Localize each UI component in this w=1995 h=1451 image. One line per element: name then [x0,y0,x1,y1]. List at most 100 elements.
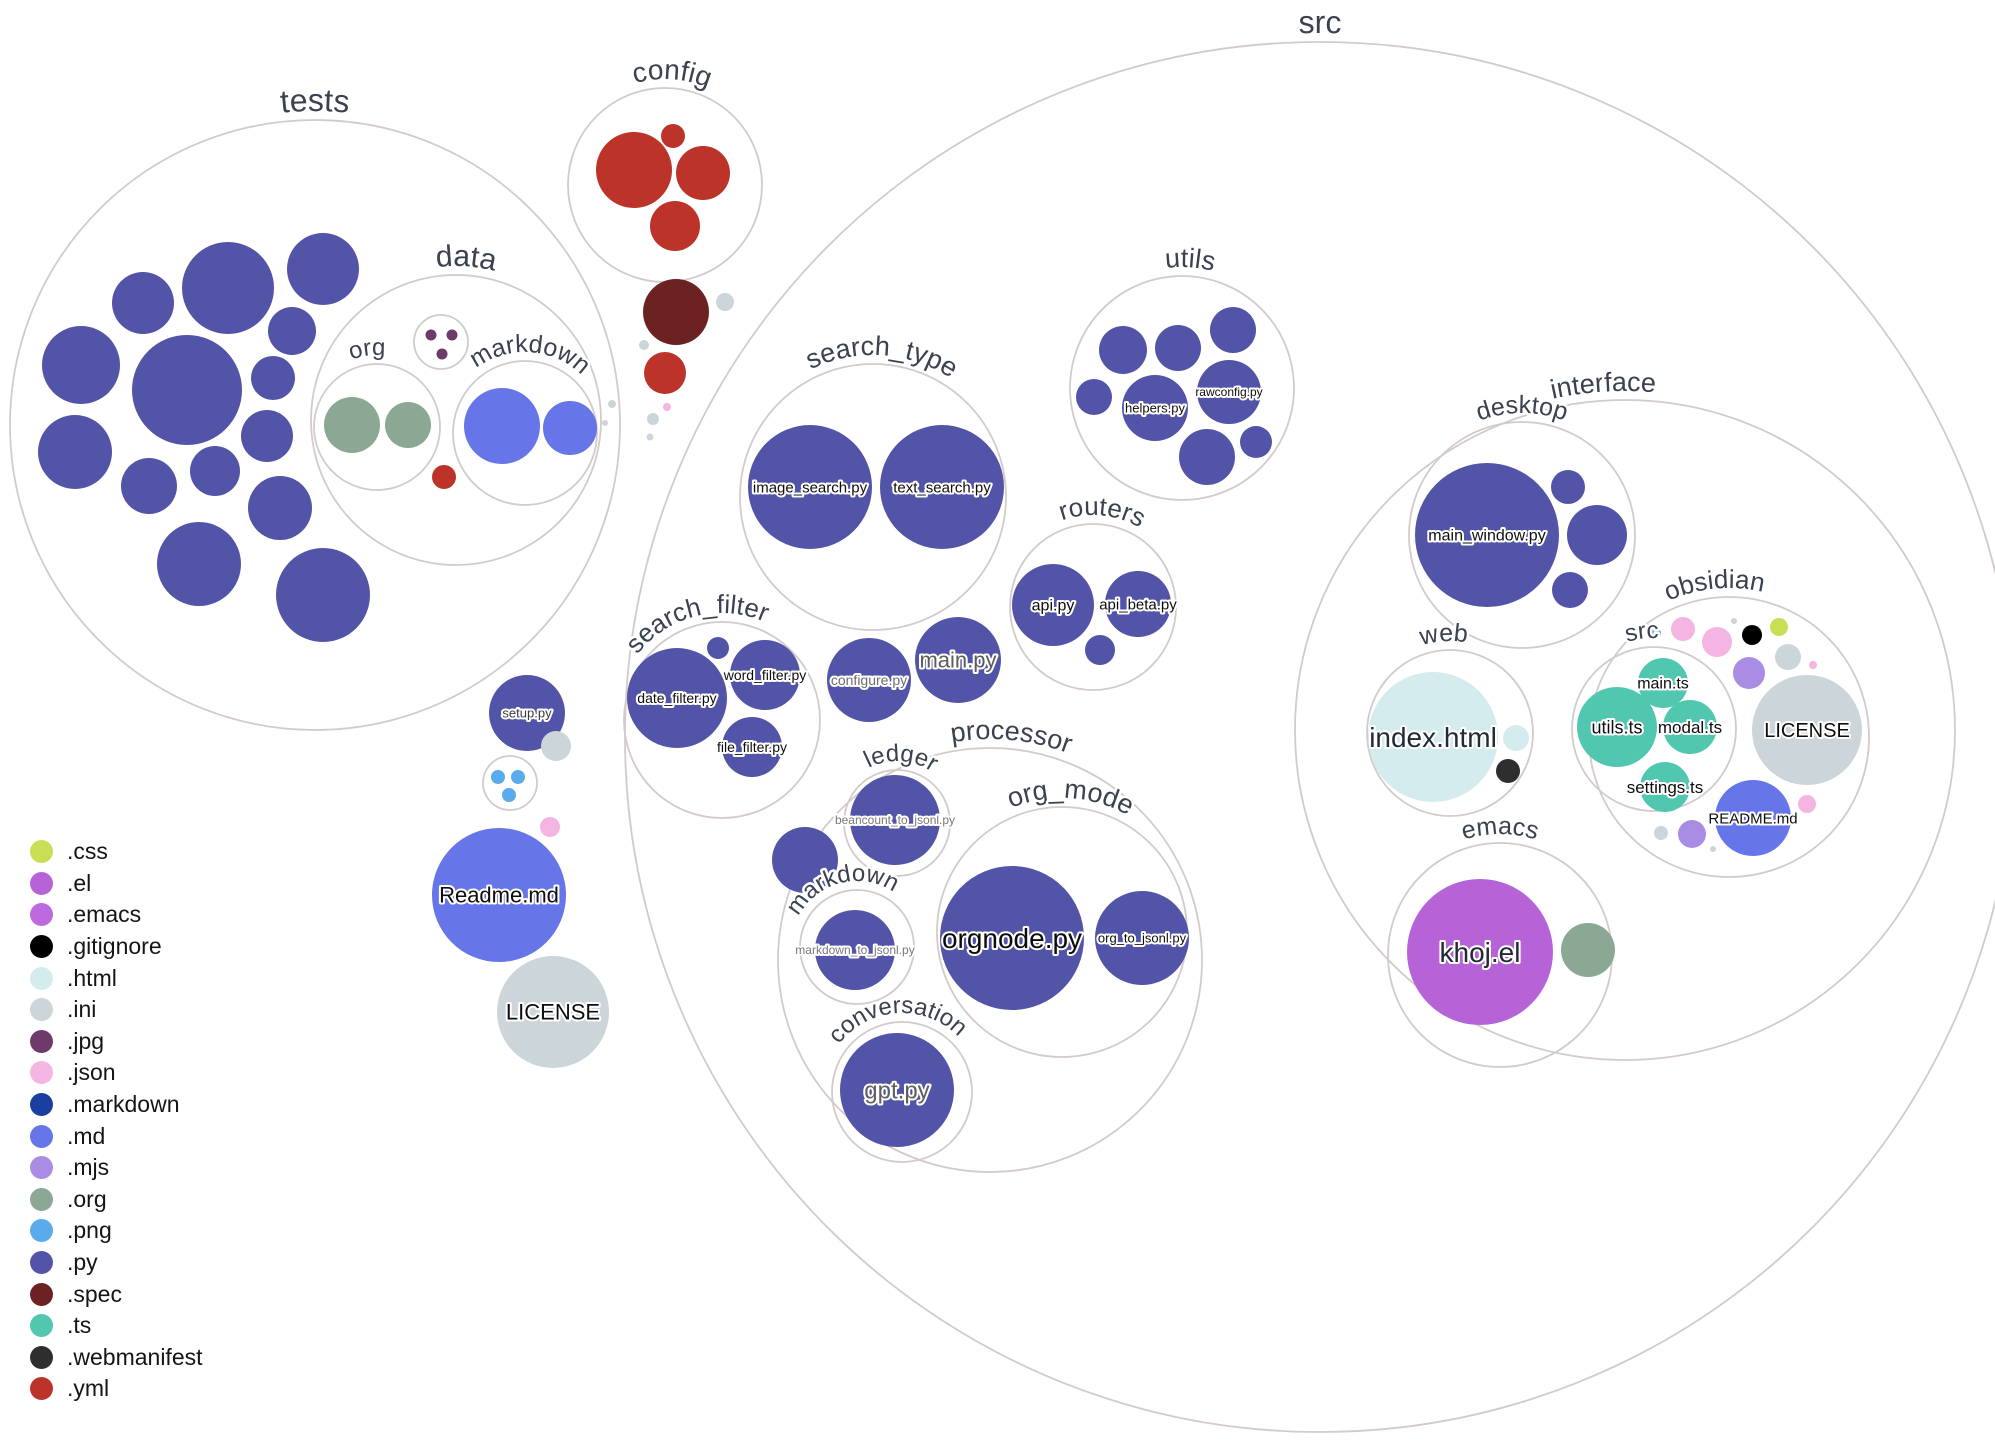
file-circle-root-png-1 [491,770,505,784]
folder-circle-processor-markdown [799,889,915,1005]
folder-label-ledger: ledger [860,740,943,777]
file-circle-root-yml [644,352,686,394]
folder-label-tests: tests [279,82,352,120]
file-label-rawconfig-py: rawconfig.py [1195,385,1262,399]
legend-item-emacs: .emacs [30,899,203,931]
file-circle-modal-ts [1663,700,1717,754]
file-circle-license-root [497,956,609,1068]
legend-swatch-md-icon [30,1124,53,1148]
folder-circles-layer [9,41,1995,1433]
folder-label-data: data [435,240,500,278]
legend-label-emacs: .emacs [67,901,142,928]
folder-label-text-tests: tests [276,79,354,122]
file-circle-utils-py-4 [1076,379,1112,415]
file-label-file-filter-py: file_filter.py [717,739,787,755]
file-circle-tests-py-7 [251,356,295,400]
folder-label-text-data: data [432,237,502,280]
file-circle-main-window-py [1415,463,1559,607]
legend-swatch-yml-icon [30,1377,53,1401]
folder-label-text-obsidian-src: src [1620,614,1662,650]
legend-item-jpg: .jpg [30,1026,203,1058]
folder-label-text-emacs: emacs [1456,809,1544,848]
file-circle-config-yml-4 [650,201,700,251]
file-label-beancount-to-jsonl-py: beancount_to_jsonl.py [835,813,955,827]
file-circle-data-org-2 [385,402,431,448]
file-circle-readme-md-root [432,828,566,962]
folder-circle-web [1366,649,1534,817]
file-label-configure-py: configure.py [831,672,907,688]
file-circle-image-search-py [748,425,872,549]
legend-item-markdown: .markdown [30,1089,203,1121]
file-circle-tests-py-6 [132,335,242,445]
file-circle-gpt-py [840,1033,954,1147]
file-circle-text-search-py [880,425,1004,549]
folder-label-text-data-markdown: markdown [462,327,598,382]
file-circle-tests-py-5 [42,326,120,404]
file-circle-root-ini-5 [608,400,616,408]
file-label-modal-ts: modal.ts [1658,718,1722,737]
file-circle-tests-py-2 [287,233,359,305]
file-label-orgnode-py: orgnode.py [942,923,1082,954]
file-label-helpers-py: helpers.py [1125,401,1185,416]
folder-circle-search-type [739,363,1007,631]
file-label-date-filter-py: date_filter.py [637,690,716,706]
file-circle-utils-py-6 [1240,426,1272,458]
file-circle-date-filter-py [627,648,727,748]
file-circle-desktop-py-1 [1551,470,1585,504]
folder-circle-data-markdown [452,360,598,506]
file-circle-configure-py [827,638,911,722]
folder-label-text-obsidian: obsidian [1657,561,1770,608]
file-circle-api-beta-py [1105,571,1171,637]
file-circle-tests-py-9 [241,410,293,462]
file-label-main-window-py: main_window.py [1428,528,1545,545]
file-circle-khoj-el [1407,879,1553,1025]
legend-label-webmanifest: .webmanifest [67,1343,203,1370]
legend-swatch-png-icon [30,1219,53,1243]
file-circle-data-md-2 [543,401,597,455]
file-circle-root-ini-2 [639,340,649,350]
legend-label-spec: .spec [67,1280,122,1307]
file-circle-utils-py-5 [1179,429,1235,485]
file-circle-org-to-jsonl-py [1095,891,1189,985]
file-label-markdown-to-jsonl-py: markdown_to_jsonl.py [795,943,914,957]
file-label-org-to-jsonl-py: org_to_jsonl.py [1098,931,1187,946]
file-circle-root-ini-6 [602,420,608,426]
file-circle-tests-py-13 [157,522,241,606]
file-circle-tests-py-11 [190,446,240,496]
file-label-settings-ts: settings.ts [1627,778,1704,797]
file-label-image-search-py: image_search.py [753,479,868,496]
file-circle-data-jpg-1 [425,329,437,341]
folder-circle-interface [1294,399,1956,1061]
folder-circle-data [310,274,602,566]
folder-label-src: src [1298,4,1342,40]
folder-circle-search-filter [623,621,821,819]
legend-item-html: .html [30,962,203,994]
folder-label-emacs: emacs [1458,812,1541,846]
file-label-readme-md-root: Readme.md [439,883,559,908]
file-circle-obs-ini-3 [1654,826,1668,840]
legend-label-py: .py [67,1249,98,1276]
legend-label-el: .el [67,869,92,896]
file-circle-obs-gitignore [1742,625,1762,645]
folder-circle-tests [9,119,621,731]
file-label-gpt-py: gpt.py [864,1077,929,1104]
file-circle-root-ini-4 [646,433,654,441]
file-circle-data-jpg-2 [446,329,458,341]
legend-label-css: .css [67,838,108,865]
file-circle-data-jpg-3 [436,348,448,360]
legend-swatch-gitignore-icon [30,935,53,959]
folder-label-text-web: web [1414,616,1472,653]
folder-label-text-utils: utils [1161,240,1220,279]
legend-label-mjs: .mjs [67,1154,110,1181]
file-labels-layer: setup.py Readme.md LICENSE configure.py main… [437,383,1852,1106]
folder-circle-processor [777,747,1203,1173]
file-circle-obs-css [1770,618,1788,636]
file-circle-root-ini-3 [647,413,659,425]
file-circle-markdown-to-jsonl-py [815,910,895,990]
file-circle-obs-ini-2 [1775,644,1801,670]
file-circle-obs-png [1651,628,1661,638]
file-circle-routers-py-dot [1085,635,1115,665]
legend-swatch-markdown-icon [30,1093,53,1117]
folder-label-text-processor: processor [946,712,1079,761]
file-circle-main-ts [1638,658,1688,708]
